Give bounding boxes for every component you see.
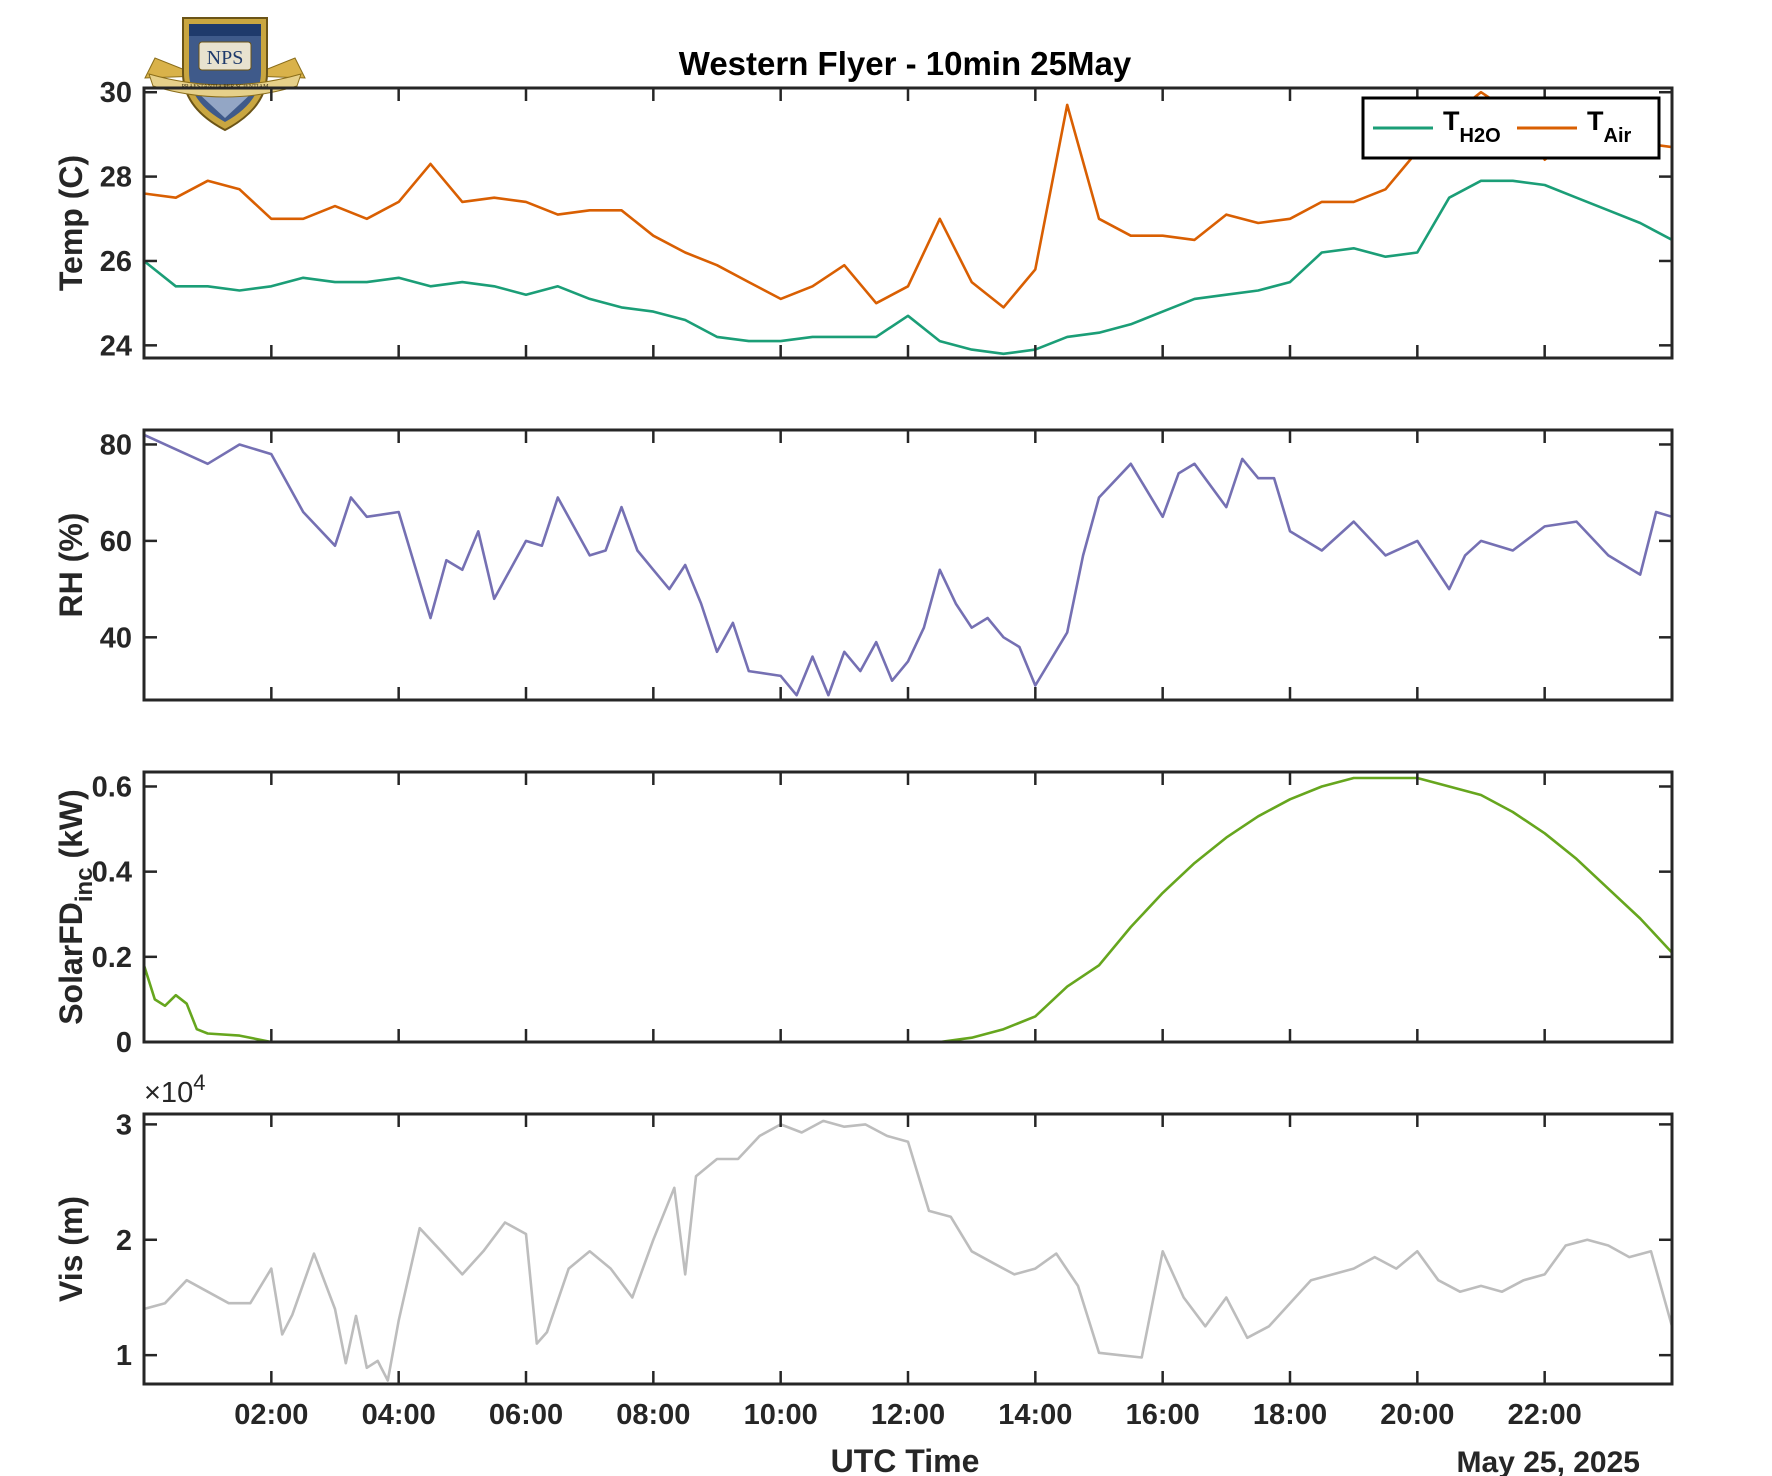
y-tick-label: 0.2 bbox=[92, 942, 132, 974]
y-tick-label: 0 bbox=[116, 1027, 132, 1059]
date-label: May 25, 2025 bbox=[1457, 1446, 1640, 1476]
x-tick-label: 02:00 bbox=[234, 1399, 308, 1431]
panel-1: 24 26 28 30 Temp (C) TH2O TAir bbox=[53, 77, 1674, 362]
x-tick-label: 12:00 bbox=[871, 1399, 945, 1431]
axis-exponent-label: ×104 bbox=[144, 1070, 205, 1109]
series-line-solar bbox=[144, 776, 1672, 1042]
y-tick-label: 30 bbox=[100, 77, 132, 109]
x-axis-label: UTC Time bbox=[831, 1443, 980, 1476]
y-tick-label: 80 bbox=[100, 429, 132, 461]
y-axis-label: Temp (C) bbox=[53, 155, 89, 291]
y-tick-label: 40 bbox=[100, 622, 132, 654]
y-tick-label: 24 bbox=[100, 330, 132, 362]
y-tick-label: 1 bbox=[116, 1340, 132, 1372]
y-tick-label: 60 bbox=[100, 526, 132, 558]
axes-box bbox=[142, 770, 1674, 1044]
x-tick-label: 14:00 bbox=[998, 1399, 1072, 1431]
x-tick-label: 04:00 bbox=[362, 1399, 436, 1431]
y-tick-label: 2 bbox=[116, 1225, 132, 1257]
panel-4: 02:00 04:00 06:00 08:00 10:00 12:00 14:00 16:00… bbox=[53, 1070, 1674, 1431]
axes-box bbox=[142, 1112, 1674, 1386]
y-tick-label: 28 bbox=[100, 162, 132, 194]
x-tick-label: 20:00 bbox=[1380, 1399, 1454, 1431]
x-tick-label: 08:00 bbox=[616, 1399, 690, 1431]
chart-panels: 24 26 28 30 Temp (C) TH2O TAir 40 60 80 RH (%) 0 0.2… bbox=[53, 77, 1674, 1431]
series-line-vis bbox=[144, 1119, 1672, 1382]
y-tick-label: 0.4 bbox=[92, 857, 132, 889]
y-tick-label: 0.6 bbox=[92, 771, 132, 803]
x-tick-label: 10:00 bbox=[744, 1399, 818, 1431]
y-axis-label: Vis (m) bbox=[53, 1196, 89, 1302]
logo-text: NPS bbox=[207, 47, 244, 69]
panel-2: 40 60 80 RH (%) bbox=[53, 428, 1674, 702]
x-tick-label: 06:00 bbox=[489, 1399, 563, 1431]
series-line-h2o bbox=[144, 179, 1672, 356]
x-tick-label: 16:00 bbox=[1126, 1399, 1200, 1431]
y-axis-label: RH (%) bbox=[53, 513, 89, 618]
x-tick-label: 22:00 bbox=[1508, 1399, 1582, 1431]
y-axis-label: SolarFDinc (kW) bbox=[53, 789, 98, 1025]
y-tick-label: 3 bbox=[116, 1109, 132, 1141]
legend: TH2O TAir bbox=[1361, 96, 1661, 160]
legend-label-h2o: TH2O bbox=[1443, 106, 1501, 147]
y-tick-label: 26 bbox=[100, 246, 132, 278]
legend-label-air: TAir bbox=[1587, 106, 1632, 147]
nps-crest-icon: NPS PRAESTANTIA PER SCIENTIAM bbox=[144, 17, 306, 132]
series-line-rh bbox=[144, 433, 1672, 697]
x-tick-label: 18:00 bbox=[1253, 1399, 1327, 1431]
chart-title: Western Flyer - 10min 25May bbox=[679, 45, 1132, 82]
